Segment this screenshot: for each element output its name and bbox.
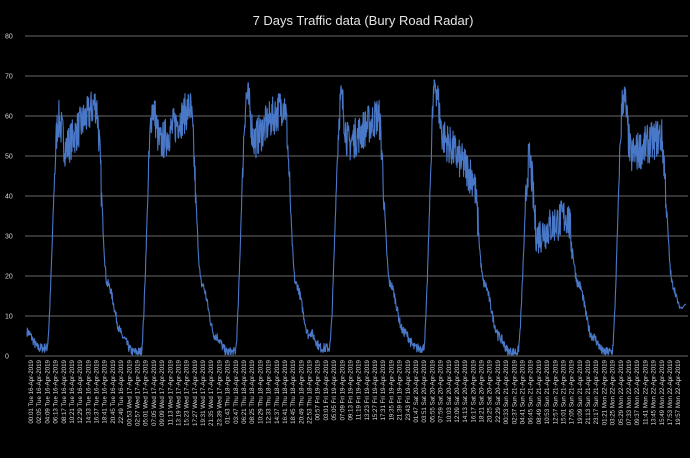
- x-tick-label: 09:37 Mon 22-Apr-2019: [634, 359, 641, 425]
- x-tick-label: 02:05 Tue 16-Apr-2019: [36, 359, 43, 423]
- x-tick-label: 01:43 Thu 18-Apr-2019: [225, 359, 232, 423]
- x-tick-label: 22:29 Sat 20-Apr-2019: [495, 359, 502, 422]
- x-tick-label: 23:39 Wed 17-Apr-2019: [216, 359, 223, 425]
- x-tick-label: 01:21 Mon 22-Apr-2019: [601, 359, 608, 425]
- gridlines: [25, 35, 688, 357]
- x-tick-label: 21:13 Sun 21-Apr-2019: [585, 359, 592, 424]
- x-tick-label: 12:57 Sun 21-Apr-2019: [552, 359, 559, 424]
- x-tick-label: 05:55 Sat 20-Apr-2019: [429, 359, 436, 422]
- x-tick-label: 05:29 Mon 22-Apr-2019: [618, 359, 625, 425]
- x-tick-label: 10:21 Tue 16-Apr-2019: [69, 359, 76, 423]
- x-tick-label: 20:49 Thu 18-Apr-2019: [298, 359, 305, 423]
- y-tick-label: 70: [5, 74, 13, 81]
- x-tick-label: 20:45 Tue 16-Apr-2019: [110, 359, 117, 423]
- x-tick-label: 19:57 Mon 22-Apr-2019: [675, 359, 682, 425]
- x-tick-label: 21:35 Wed 17-Apr-2019: [208, 359, 215, 425]
- x-tick-label: 15:49 Mon 22-Apr-2019: [659, 359, 666, 425]
- x-tick-label: 12:33 Thu 18-Apr-2019: [266, 359, 273, 423]
- x-tick-label: 05:01 Wed 17-Apr-2019: [143, 359, 150, 425]
- x-tick-label: 18:45 Thu 18-Apr-2019: [290, 359, 297, 423]
- x-tick-label: 08:17 Tue 16-Apr-2019: [61, 359, 68, 423]
- x-tick-label: 09:09 Wed 17-Apr-2019: [159, 359, 166, 425]
- x-tick-label: 12:29 Tue 16-Apr-2019: [77, 359, 84, 423]
- x-tick-label: 16:37 Tue 16-Apr-2019: [94, 359, 101, 423]
- x-axis: 00:01 Tue 16-Apr-2019 02:05 Tue 16-Apr-20…: [28, 359, 682, 425]
- x-tick-label: 20:25 Sat 20-Apr-2019: [487, 359, 494, 422]
- y-tick-label: 40: [5, 194, 13, 201]
- x-tick-label: 15:01 Sun 21-Apr-2019: [560, 359, 567, 424]
- x-tick-label: 05:05 Fri 19-Apr-2019: [331, 359, 338, 420]
- x-tick-label: 13:19 Wed 17-Apr-2019: [175, 359, 182, 425]
- x-tick-label: 16:41 Thu 18-Apr-2019: [282, 359, 289, 423]
- x-tick-label: 10:29 Thu 18-Apr-2019: [257, 359, 264, 423]
- x-tick-label: 19:09 Sun 21-Apr-2019: [577, 359, 584, 424]
- x-tick-label: 07:05 Wed 17-Apr-2019: [151, 359, 158, 425]
- x-tick-label: 03:25 Mon 22-Apr-2019: [610, 359, 617, 425]
- x-tick-label: 19:35 Fri 19-Apr-2019: [388, 359, 395, 420]
- x-tick-label: 17:27 Wed 17-Apr-2019: [192, 359, 199, 425]
- x-tick-label: 22:49 Tue 16-Apr-2019: [118, 359, 125, 423]
- x-tick-label: 15:23 Wed 17-Apr-2019: [184, 359, 191, 425]
- y-tick-label: 50: [5, 154, 13, 161]
- x-tick-label: 00:01 Tue 16-Apr-2019: [28, 359, 35, 423]
- speed-series-line: [26, 79, 687, 356]
- chart-title: 7 Days Traffic data (Bury Road Radar): [253, 13, 474, 28]
- y-tick-label: 80: [5, 34, 13, 41]
- x-tick-label: 06:45 Sun 21-Apr-2019: [528, 359, 535, 424]
- x-tick-label: 21:39 Fri 19-Apr-2019: [397, 359, 404, 420]
- x-tick-label: 08:25 Thu 18-Apr-2019: [249, 359, 256, 423]
- x-tick-label: 08:49 Sun 21-Apr-2019: [536, 359, 543, 424]
- x-tick-label: 11:13 Wed 17-Apr-2019: [167, 359, 174, 425]
- y-tick-label: 30: [5, 234, 13, 241]
- x-tick-label: 16:17 Sat 20-Apr-2019: [470, 359, 477, 422]
- x-tick-label: 18:41 Tue 16-Apr-2019: [102, 359, 109, 423]
- x-tick-label: 07:33 Mon 22-Apr-2019: [626, 359, 633, 425]
- x-tick-label: 11:41 Mon 22-Apr-2019: [642, 359, 649, 424]
- x-tick-label: 22:53 Thu 18-Apr-2019: [307, 359, 314, 423]
- x-tick-label: 14:37 Thu 18-Apr-2019: [274, 359, 281, 423]
- x-tick-label: 23:43 Fri 19-Apr-2019: [405, 359, 412, 420]
- x-tick-label: 04:09 Tue 16-Apr-2019: [44, 359, 51, 423]
- y-tick-label: 0: [5, 354, 9, 361]
- x-tick-label: 02:57 Wed 17-Apr-2019: [134, 359, 141, 425]
- x-tick-label: 07:59 Sat 20-Apr-2019: [438, 359, 445, 422]
- x-tick-label: 03:47 Thu 18-Apr-2019: [233, 359, 240, 423]
- y-tick-label: 20: [5, 274, 13, 281]
- x-tick-label: 07:09 Fri 19-Apr-2019: [339, 359, 346, 420]
- x-tick-label: 10:03 Sat 20-Apr-2019: [446, 359, 453, 422]
- x-tick-label: 12:09 Sat 20-Apr-2019: [454, 359, 461, 422]
- x-tick-label: 09:13 Fri 19-Apr-2019: [347, 359, 354, 420]
- x-tick-label: 13:23 Fri 19-Apr-2019: [364, 359, 371, 420]
- x-tick-label: 23:17 Sun 21-Apr-2019: [593, 359, 600, 424]
- x-tick-label: 00:33 Sun 21-Apr-2019: [503, 359, 510, 424]
- x-tick-label: 03:01 Fri 19-Apr-2019: [323, 359, 330, 420]
- x-tick-label: 19:31 Wed 17-Apr-2019: [200, 359, 207, 425]
- x-tick-label: 06:13 Tue 16-Apr-2019: [53, 359, 60, 423]
- x-tick-label: 14:13 Sat 20-Apr-2019: [462, 359, 469, 422]
- x-tick-label: 10:53 Sun 21-Apr-2019: [544, 359, 551, 424]
- x-tick-label: 17:53 Mon 22-Apr-2019: [667, 359, 674, 425]
- x-tick-label: 13:45 Mon 22-Apr-2019: [651, 359, 658, 425]
- x-tick-label: 00:57 Fri 19-Apr-2019: [315, 359, 322, 420]
- y-tick-label: 60: [5, 114, 13, 121]
- x-tick-label: 17:05 Sun 21-Apr-2019: [569, 359, 576, 424]
- x-tick-label: 15:27 Fri 19-Apr-2019: [372, 359, 379, 420]
- x-tick-label: 18:21 Sat 20-Apr-2019: [479, 359, 486, 422]
- x-tick-label: 03:51 Sat 20-Apr-2019: [421, 359, 428, 422]
- x-tick-label: 17:31 Fri 19-Apr-2019: [380, 359, 387, 420]
- x-tick-label: 06:21 Thu 18-Apr-2019: [241, 359, 248, 423]
- y-axis: 0 10 20 30 40 50 60 70 80: [5, 34, 13, 361]
- x-tick-label: 11:19 Fri 19-Apr-2019: [356, 359, 363, 420]
- x-tick-label: 02:37 Sun 21-Apr-2019: [511, 359, 518, 424]
- y-tick-label: 10: [5, 314, 13, 321]
- x-tick-label: 04:41 Sun 21-Apr-2019: [520, 359, 527, 424]
- x-tick-label: 14:33 Tue 16-Apr-2019: [85, 359, 92, 423]
- x-tick-label: 00:53 Wed 17-Apr-2019: [126, 359, 133, 425]
- x-tick-label: 01:47 Sat 20-Apr-2019: [413, 359, 420, 422]
